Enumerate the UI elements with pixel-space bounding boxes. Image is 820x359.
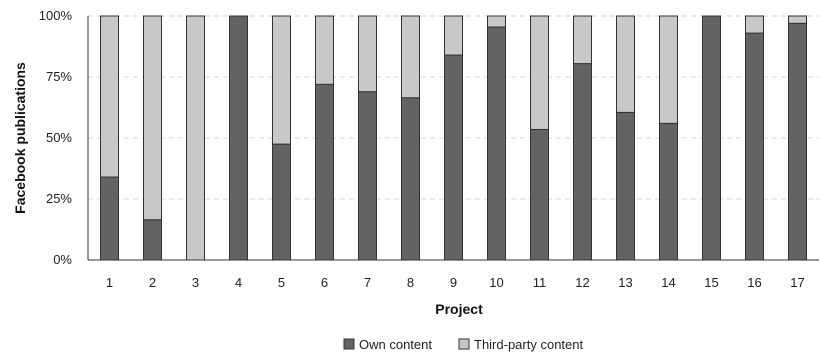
bar-segment-third-party-content: [401, 15, 420, 99]
bar-segment-own-content: [100, 176, 119, 261]
legend-label-own-content: Own content: [359, 337, 432, 352]
bar-segment-third-party-content: [315, 15, 334, 85]
bar-segment-own-content: [659, 122, 678, 261]
x-tick-label: 3: [192, 275, 199, 290]
bar-segment-own-content: [573, 63, 592, 261]
bar-segment-own-content: [788, 22, 807, 261]
bar-segment-third-party-content: [444, 15, 463, 56]
bar-segment-own-content: [272, 143, 291, 261]
gridlines: [88, 15, 819, 200]
legend-swatch-third-party-content: [458, 338, 470, 350]
bar-segment-third-party-content: [358, 15, 377, 93]
bar-segment-own-content: [358, 91, 377, 261]
y-tick-label: 25%: [46, 191, 72, 206]
y-tick-label: 0%: [53, 252, 72, 267]
legend-swatch-own-content: [343, 338, 355, 350]
bar-segment-own-content: [487, 26, 506, 261]
bar-segment-third-party-content: [100, 15, 119, 178]
bar-segment-own-content: [229, 15, 248, 261]
x-axis-title: Project: [435, 301, 483, 317]
x-tick-label: 7: [364, 275, 371, 290]
bar-segment-third-party-content: [186, 15, 205, 261]
bar-segment-own-content: [530, 128, 549, 261]
y-axis-title: Facebook publications: [12, 62, 28, 214]
legend: Own content Third-party content: [343, 337, 583, 352]
x-tick-label: 16: [747, 275, 761, 290]
bar-segment-own-content: [143, 219, 162, 261]
x-tick-label: 1: [106, 275, 113, 290]
bar-segment-third-party-content: [143, 15, 162, 221]
x-tick-label: 13: [618, 275, 632, 290]
bar-segment-third-party-content: [530, 15, 549, 130]
x-tick-label: 17: [790, 275, 804, 290]
bar-segment-own-content: [401, 97, 420, 261]
y-tick-labels: 0% 25% 50% 75% 100%: [39, 8, 73, 267]
x-tick-label: 14: [661, 275, 675, 290]
bar-segment-third-party-content: [659, 15, 678, 124]
x-tick-labels: 1 2 3 4 5 6 7 8 9 10 11 12 13 14 15 16 17: [106, 275, 805, 290]
bar-segment-third-party-content: [272, 15, 291, 145]
x-tick-label: 2: [149, 275, 156, 290]
legend-label-third-party-content: Third-party content: [474, 337, 583, 352]
bar-segment-own-content: [444, 54, 463, 261]
bar-segment-own-content: [315, 83, 334, 261]
x-tick-label: 8: [407, 275, 414, 290]
x-tick-label: 4: [235, 275, 242, 290]
x-tick-label: 11: [533, 275, 547, 290]
x-tick-label: 5: [278, 275, 285, 290]
bar-segment-third-party-content: [745, 15, 764, 34]
x-tick-label: 9: [450, 275, 457, 290]
bars: [100, 15, 807, 261]
x-tick-label: 15: [704, 275, 718, 290]
x-tick-label: 6: [321, 275, 328, 290]
y-tick-label: 75%: [46, 69, 72, 84]
bar-segment-third-party-content: [573, 15, 592, 65]
y-tick-label: 50%: [46, 130, 72, 145]
bar-segment-own-content: [616, 111, 635, 261]
bar-segment-third-party-content: [616, 15, 635, 113]
bar-segment-own-content: [702, 15, 721, 261]
bar-segment-own-content: [745, 32, 764, 261]
bar-segment-third-party-content: [487, 15, 506, 28]
y-tick-label: 100%: [39, 8, 73, 23]
x-tick-label: 10: [489, 275, 503, 290]
axes: [87, 16, 819, 261]
x-tick-label: 12: [575, 275, 589, 290]
bar-segment-third-party-content: [788, 15, 807, 24]
